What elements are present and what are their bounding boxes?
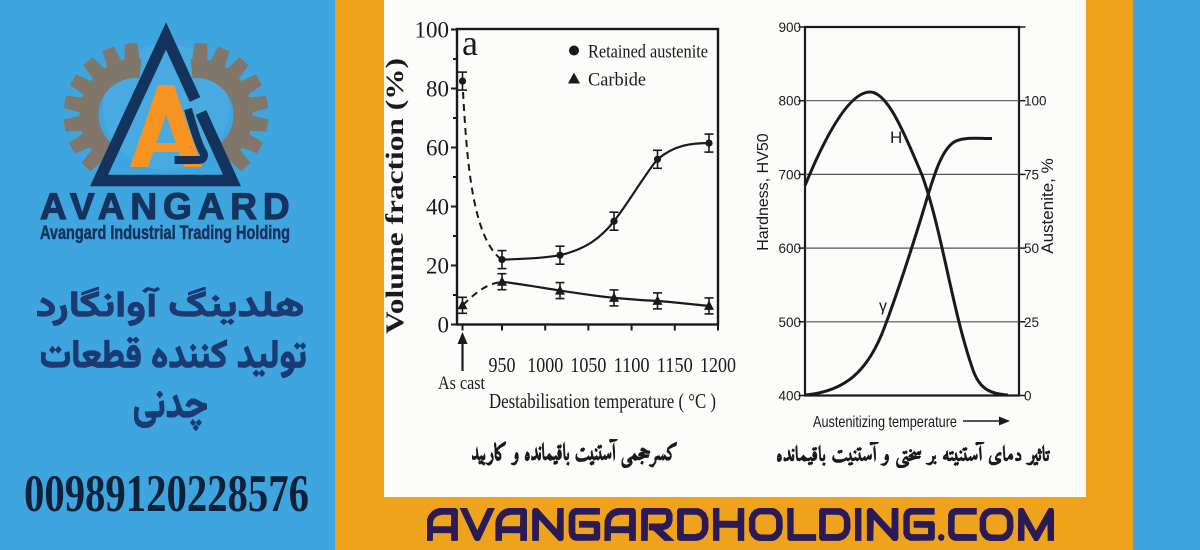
svg-text:800: 800 xyxy=(778,94,801,109)
svg-text:1200: 1200 xyxy=(700,353,736,377)
svg-text:1100: 1100 xyxy=(614,353,650,377)
svg-text:20: 20 xyxy=(426,254,449,279)
svg-text:60: 60 xyxy=(426,136,449,161)
svg-text:75: 75 xyxy=(1024,167,1039,182)
svg-text:Austenitizing temperature: Austenitizing temperature xyxy=(813,414,957,431)
svg-text:Hardness, HV50: Hardness, HV50 xyxy=(755,133,772,250)
svg-text:950: 950 xyxy=(489,353,516,377)
svg-text:0: 0 xyxy=(438,313,450,338)
svg-text:a: a xyxy=(462,23,478,63)
svg-text:Retained austenite: Retained austenite xyxy=(588,42,708,63)
svg-text:500: 500 xyxy=(778,315,801,330)
svg-text:700: 700 xyxy=(778,167,801,182)
svg-text:100: 100 xyxy=(415,18,450,43)
svg-text:40: 40 xyxy=(426,195,449,220)
svg-text:100: 100 xyxy=(1024,94,1047,109)
svg-text:H: H xyxy=(890,128,902,147)
svg-text:As cast: As cast xyxy=(438,373,486,394)
svg-text:Austenite, %: Austenite, % xyxy=(1038,158,1057,253)
svg-text:600: 600 xyxy=(778,241,801,256)
svg-text:Volume fraction (%): Volume fraction (%) xyxy=(384,58,409,334)
svg-text:400: 400 xyxy=(778,389,801,404)
svg-text:Carbide: Carbide xyxy=(588,70,646,91)
svg-text:Destabilisation temperature (: Destabilisation temperature ( °C ) xyxy=(489,389,716,413)
svg-text:80: 80 xyxy=(426,77,449,102)
svg-text:1050: 1050 xyxy=(570,353,606,377)
svg-text:900: 900 xyxy=(778,20,801,35)
svg-text:25: 25 xyxy=(1024,315,1039,330)
svg-text:γ: γ xyxy=(879,298,887,315)
svg-text:50: 50 xyxy=(1024,241,1039,256)
svg-text:1000: 1000 xyxy=(527,353,563,377)
svg-text:0: 0 xyxy=(1024,389,1032,404)
svg-text:1150: 1150 xyxy=(657,353,693,377)
